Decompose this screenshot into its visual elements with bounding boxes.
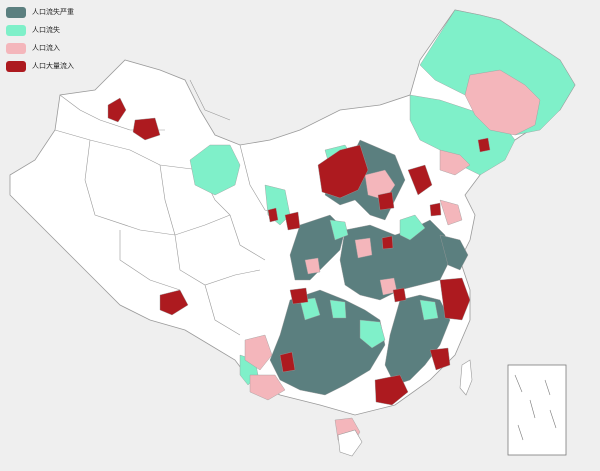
south-china-sea-inset bbox=[507, 364, 567, 456]
regions-large-inflow bbox=[107, 97, 491, 406]
legend-swatch bbox=[6, 24, 26, 36]
legend-label: 人口流入 bbox=[32, 44, 60, 52]
legend-label: 人口流失严重 bbox=[32, 8, 74, 16]
legend-label: 人口大量流入 bbox=[32, 62, 74, 70]
taiwan-island bbox=[459, 359, 473, 396]
legend-item-inflow: 人口流入 bbox=[6, 40, 74, 56]
hainan-island bbox=[337, 429, 363, 457]
legend-swatch bbox=[6, 60, 26, 72]
legend-swatch bbox=[6, 42, 26, 54]
legend: 人口流失严重 人口流失 人口流入 人口大量流入 bbox=[6, 4, 74, 76]
legend-swatch bbox=[6, 6, 26, 18]
legend-item-severe-loss: 人口流失严重 bbox=[6, 4, 74, 20]
legend-item-loss: 人口流失 bbox=[6, 22, 74, 38]
legend-item-large-inflow: 人口大量流入 bbox=[6, 58, 74, 74]
legend-label: 人口流失 bbox=[32, 26, 60, 34]
